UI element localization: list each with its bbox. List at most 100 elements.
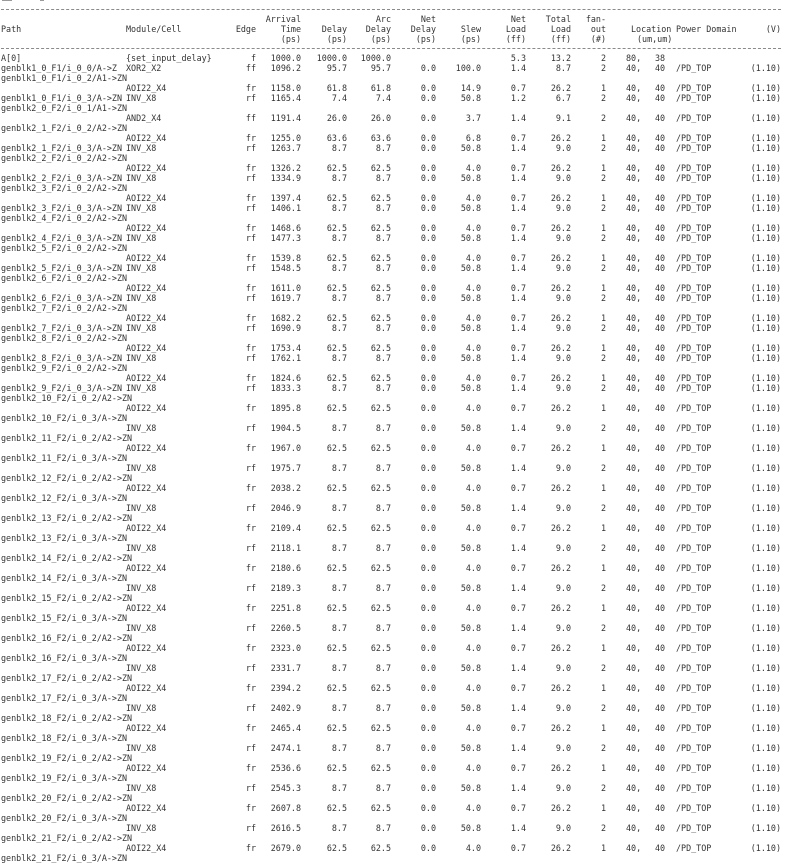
total-load-cell: 9.0 bbox=[555, 293, 571, 303]
total-load-cell: 9.0 bbox=[555, 503, 571, 513]
table-row: genblk1_0_F1/i_0_3/A->ZN INV_X8 rf 1165.4 7.… bbox=[0, 93, 789, 103]
path-cell: genblk2_6_F2/i_0_2/A2->ZN bbox=[1, 273, 128, 283]
module-cell: INV_X8 bbox=[126, 823, 157, 833]
path-cell: genblk2_10_F2/i_0_2/A2->ZN bbox=[1, 393, 133, 403]
fanout-cell: 1 bbox=[600, 133, 606, 143]
module-cell: AOI22_X4 bbox=[126, 163, 167, 173]
location-x-cell: 40, bbox=[626, 523, 642, 533]
slew-cell: 4.0 bbox=[465, 803, 481, 813]
arrival-time-cell: 1165.4 bbox=[270, 93, 301, 103]
total-load-cell: 26.2 bbox=[550, 403, 571, 413]
module-cell: INV_X8 bbox=[126, 323, 157, 333]
arrival-time-cell: 1477.3 bbox=[270, 233, 301, 243]
module-cell: INV_X8 bbox=[126, 383, 157, 393]
arrival-time-cell: 2251.8 bbox=[270, 603, 301, 613]
net-delay-cell: 0.0 bbox=[420, 93, 436, 103]
location-y-cell: 40 bbox=[655, 703, 666, 713]
arc-delay-cell: 62.5 bbox=[370, 563, 391, 573]
voltage-cell: (1.10) bbox=[750, 143, 781, 153]
power-domain-cell: /PD_TOP bbox=[676, 383, 712, 393]
fanout-cell: 2 bbox=[600, 503, 606, 513]
fanout-cell: 1 bbox=[600, 843, 606, 853]
power-domain-cell: /PD_TOP bbox=[676, 783, 712, 793]
net-delay-cell: 0.0 bbox=[420, 523, 436, 533]
path-cell: genblk2_3_F2/i_0_3/A->ZN bbox=[1, 203, 123, 213]
net-delay-cell: 0.0 bbox=[420, 323, 436, 333]
table-row: genblk2_18_F2/i_0_3/A->ZN bbox=[0, 733, 789, 743]
edge-cell: fr bbox=[245, 603, 256, 613]
location-x-cell: 40, bbox=[626, 463, 642, 473]
path-cell: genblk2_1_F2/i_0_2/A2->ZN bbox=[1, 123, 128, 133]
net-delay-cell: 0.0 bbox=[420, 143, 436, 153]
location-x-cell: 40, bbox=[626, 283, 642, 293]
delay-cell: 62.5 bbox=[326, 563, 347, 573]
power-domain-cell: /PD_TOP bbox=[676, 113, 712, 123]
location-x-cell: 40, bbox=[626, 743, 642, 753]
edge-cell: fr bbox=[245, 803, 256, 813]
net-delay-cell: 0.0 bbox=[420, 643, 436, 653]
location-x-cell: 40, bbox=[626, 623, 642, 633]
arrival-time-cell: 1753.4 bbox=[270, 343, 301, 353]
net-delay-cell: 0.0 bbox=[420, 373, 436, 383]
total-load-cell: 26.2 bbox=[550, 763, 571, 773]
delay-cell: 62.5 bbox=[326, 763, 347, 773]
fanout-cell: 2 bbox=[600, 203, 606, 213]
edge-cell: rf bbox=[245, 583, 256, 593]
location-x-cell: 40, bbox=[626, 263, 642, 273]
voltage-cell: (1.10) bbox=[750, 283, 781, 293]
edge-cell: fr bbox=[245, 313, 256, 323]
location-y-cell: 40 bbox=[655, 663, 666, 673]
path-cell: genblk2_9_F2/i_0_3/A->ZN bbox=[1, 383, 123, 393]
arc-delay-cell: 8.7 bbox=[375, 383, 391, 393]
path-cell: genblk2_3_F2/i_0_2/A2->ZN bbox=[1, 183, 128, 193]
arc-delay-cell: 62.5 bbox=[370, 283, 391, 293]
location-x-cell: 40, bbox=[626, 143, 642, 153]
arc-delay-cell: 62.5 bbox=[370, 163, 391, 173]
table-row: genblk2_14_F2/i_0_3/A->ZN bbox=[0, 573, 789, 583]
arc-delay-cell: 8.7 bbox=[375, 743, 391, 753]
edge-cell: rf bbox=[245, 263, 256, 273]
net-load-cell: 0.7 bbox=[510, 163, 526, 173]
net-load-cell: 1.4 bbox=[510, 663, 526, 673]
header-fanout-3: (#) bbox=[590, 34, 606, 44]
net-load-cell: 0.7 bbox=[510, 253, 526, 263]
voltage-cell: (1.10) bbox=[750, 373, 781, 383]
arrival-time-cell: 2046.9 bbox=[270, 503, 301, 513]
total-load-cell: 26.2 bbox=[550, 603, 571, 613]
voltage-cell: (1.10) bbox=[750, 503, 781, 513]
power-domain-cell: /PD_TOP bbox=[676, 843, 712, 853]
location-x-cell: 40, bbox=[626, 323, 642, 333]
location-x-cell: 40, bbox=[626, 223, 642, 233]
table-row: genblk2_12_F2/i_0_2/A2->ZN bbox=[0, 473, 789, 483]
total-load-cell: 9.0 bbox=[555, 663, 571, 673]
table-row: AOI22_X4 fr 2109.4 62.5 62.5 0.0 4.0 0.7 26.2 1 40… bbox=[0, 523, 789, 533]
net-delay-cell: 0.0 bbox=[420, 343, 436, 353]
location-y-cell: 40 bbox=[655, 603, 666, 613]
net-load-cell: 1.4 bbox=[510, 113, 526, 123]
table-row: genblk2_8_F2/i_0_3/A->ZN INV_X8 rf 1762.1 8.… bbox=[0, 353, 789, 363]
delay-cell: 8.7 bbox=[331, 743, 347, 753]
arrival-time-cell: 1191.4 bbox=[270, 113, 301, 123]
location-y-cell: 40 bbox=[655, 563, 666, 573]
arrival-time-cell: 2260.5 bbox=[270, 623, 301, 633]
power-domain-cell: /PD_TOP bbox=[676, 683, 712, 693]
module-cell: AOI22_X4 bbox=[126, 253, 167, 263]
slew-cell: 50.8 bbox=[460, 743, 481, 753]
header-arrival-2: Time bbox=[280, 24, 301, 34]
total-load-cell: 9.0 bbox=[555, 463, 571, 473]
net-load-cell: 1.4 bbox=[510, 173, 526, 183]
arc-delay-cell: 8.7 bbox=[375, 543, 391, 553]
arc-delay-cell: 62.5 bbox=[370, 483, 391, 493]
net-load-cell: 1.4 bbox=[510, 583, 526, 593]
voltage-cell: (1.10) bbox=[750, 843, 781, 853]
net-delay-cell: 0.0 bbox=[420, 543, 436, 553]
delay-cell: 8.7 bbox=[331, 543, 347, 553]
power-domain-cell: /PD_TOP bbox=[676, 63, 712, 73]
arc-delay-cell: 62.5 bbox=[370, 313, 391, 323]
delay-cell: 8.7 bbox=[331, 323, 347, 333]
fanout-cell: 2 bbox=[600, 173, 606, 183]
location-y-cell: 40 bbox=[655, 133, 666, 143]
edge-cell: fr bbox=[245, 843, 256, 853]
edge-cell: fr bbox=[245, 643, 256, 653]
fanout-cell: 2 bbox=[600, 353, 606, 363]
